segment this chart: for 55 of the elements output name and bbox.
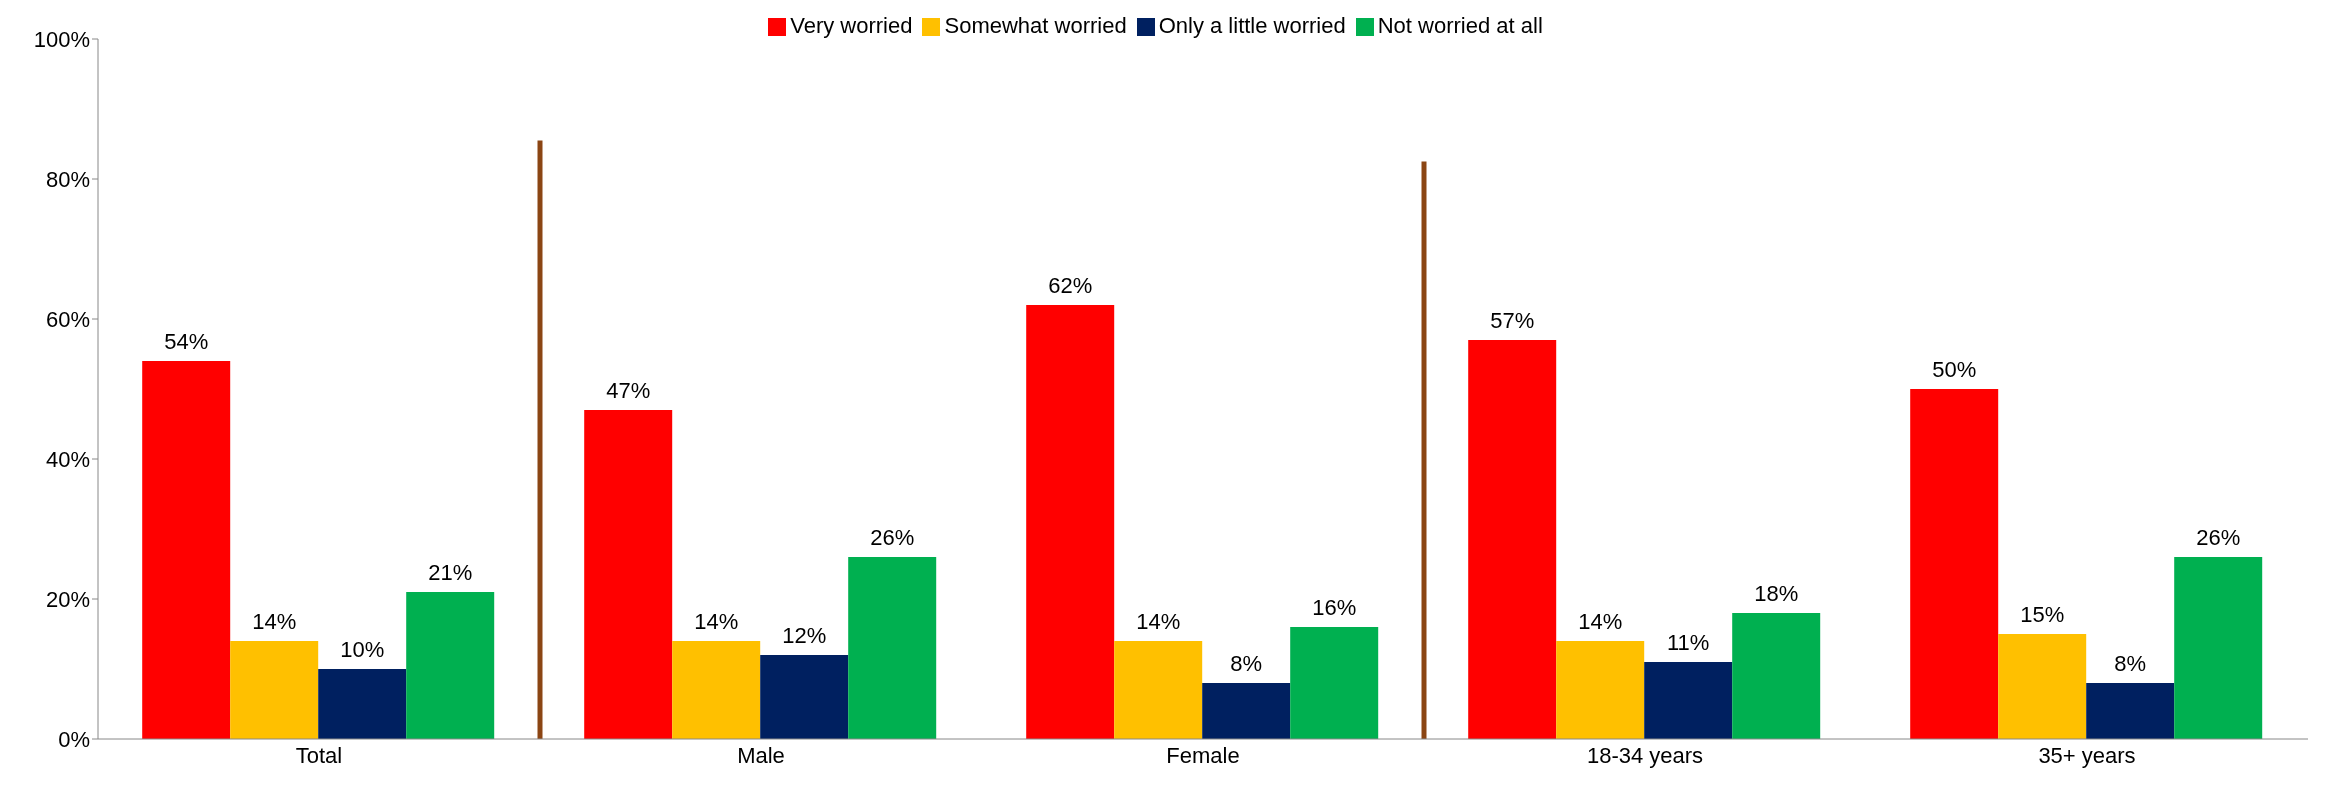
data-label: 26%: [870, 525, 915, 550]
data-label: 8%: [1230, 651, 1263, 676]
data-label: 21%: [428, 560, 473, 585]
bar: [1910, 389, 1999, 739]
y-tick-label: 100%: [33, 26, 90, 52]
data-label: 14%: [252, 609, 297, 634]
data-label: 12%: [782, 623, 827, 648]
bar: [1290, 627, 1379, 739]
legend-label: Somewhat worried: [944, 13, 1127, 38]
data-label: 18%: [1754, 581, 1799, 606]
x-tick-label: Total: [295, 742, 343, 768]
bar: [318, 669, 407, 739]
bar: [406, 592, 495, 739]
legend-label: Only a little worried: [1158, 13, 1346, 38]
data-label: 16%: [1312, 595, 1357, 620]
data-label: 14%: [1136, 609, 1181, 634]
bar: [760, 655, 849, 739]
legend-label: Very worried: [790, 13, 913, 38]
data-label: 47%: [606, 378, 651, 403]
data-label: 26%: [2196, 525, 2241, 550]
bar: [672, 641, 761, 739]
y-tick-label: 80%: [45, 166, 90, 192]
data-label: 62%: [1048, 273, 1093, 298]
bar: [1026, 305, 1115, 739]
bar: [2086, 683, 2175, 739]
x-tick-label: 18-34 years: [1586, 742, 1704, 768]
data-label: 14%: [694, 609, 739, 634]
x-tick-label: 35+ years: [2038, 742, 2136, 768]
bar: [1644, 662, 1733, 739]
y-tick-label: 60%: [45, 306, 90, 332]
data-label: 8%: [2114, 651, 2147, 676]
legend-label: Not worried at all: [1377, 13, 1543, 38]
bar: [1468, 340, 1557, 739]
bar: [1732, 613, 1821, 739]
bar: [1998, 634, 2087, 739]
data-label: 50%: [1932, 357, 1977, 382]
bar: [1556, 641, 1645, 739]
bar: [230, 641, 319, 739]
data-label: 10%: [340, 637, 385, 662]
bar: [584, 410, 673, 739]
bar: [1202, 683, 1291, 739]
bar: [848, 557, 937, 739]
x-tick-label: Female: [1166, 742, 1240, 768]
data-label: 11%: [1667, 630, 1710, 655]
data-label: 54%: [164, 329, 209, 354]
y-tick-label: 0%: [58, 726, 90, 752]
bar: [1114, 641, 1203, 739]
y-tick-label: 40%: [45, 446, 90, 472]
bar: [2174, 557, 2263, 739]
bar: [142, 361, 231, 739]
y-tick-label: 20%: [45, 586, 90, 612]
data-label: 14%: [1578, 609, 1623, 634]
data-label: 15%: [2020, 602, 2065, 627]
x-tick-label: Male: [737, 742, 785, 768]
data-label: 57%: [1490, 308, 1535, 333]
